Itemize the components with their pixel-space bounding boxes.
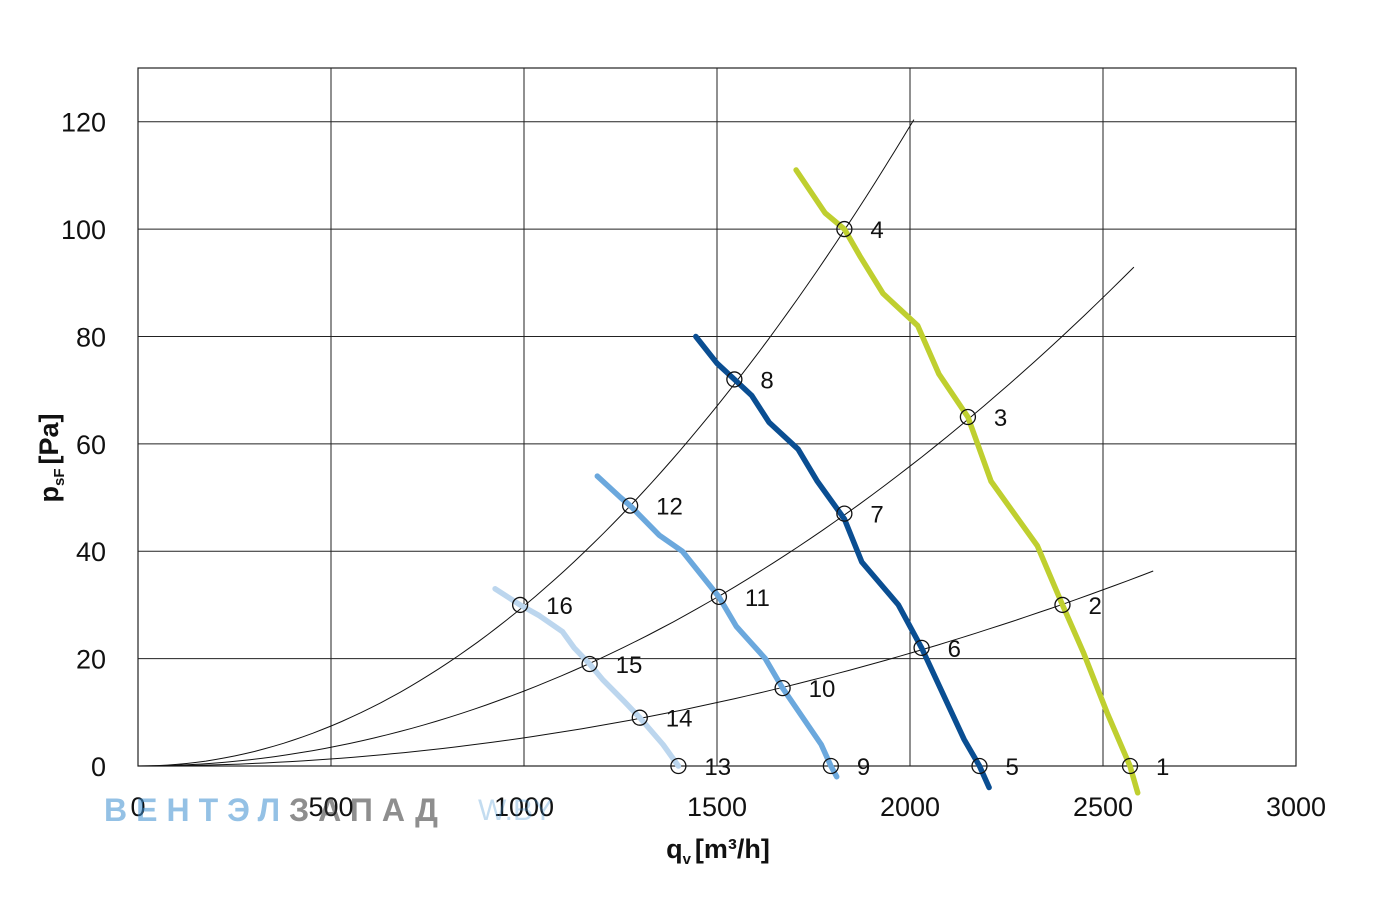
watermark-url: W.BY [478,794,554,827]
y-axis-title: psF[Pa] [34,413,68,502]
point-label-2: 2 [1088,593,1101,620]
point-label-7: 7 [870,502,883,529]
plot-border [137,67,1297,767]
point-marker-16 [511,596,529,614]
point-marker-3 [959,408,977,426]
point-label-4: 4 [870,217,883,244]
point-label-12: 12 [656,494,683,521]
point-marker-12 [622,497,639,514]
x-tick-label-500: 500 [308,792,353,822]
point-label-11: 11 [745,585,770,612]
y-tick-label-40: 40 [76,537,106,567]
point-marker-7 [836,505,853,522]
point-label-5: 5 [1005,754,1018,781]
x-tick-label-2500: 2500 [1073,792,1133,822]
y-tick-label-20: 20 [76,645,106,675]
x-axis-title: qv [m³/h] [666,834,770,868]
y-tick-label-100: 100 [61,215,106,245]
x-tick-label-2000: 2000 [880,792,940,822]
point-label-6: 6 [948,636,961,663]
system-curve-1 [137,119,915,767]
system-curves [137,119,1154,767]
point-label-15: 15 [616,652,643,679]
point-label-16: 16 [546,593,573,620]
point-marker-4 [836,220,853,238]
x-tick-labels: 0 500 1000 1500 2000 2500 3000 [130,792,1326,822]
point-marker-1 [1121,757,1139,775]
point-marker-11 [710,588,728,606]
point-marker-14 [631,709,648,726]
point-marker-8 [726,371,743,388]
point-label-14: 14 [666,706,693,733]
point-label-13: 13 [704,754,731,781]
system-curve-3 [138,570,1154,767]
y-tick-label-0: 0 [91,752,106,782]
point-marker-2 [1054,596,1071,614]
point-marker-9 [822,757,840,775]
fan-curve-1 [793,167,1141,796]
point-label-9: 9 [857,754,870,781]
point-marker-6 [913,639,930,657]
x-tick-label-1500: 1500 [687,792,747,822]
point-label-8: 8 [760,367,773,394]
y-tick-label-60: 60 [76,430,106,460]
point-marker-10 [774,679,791,697]
point-marker-5 [971,757,988,775]
point-label-1: 1 [1156,754,1169,781]
y-tick-label-80: 80 [76,322,106,352]
fan-curves [492,167,1141,796]
fan-curve-3 [594,473,840,780]
point-marker-13 [670,757,687,775]
x-tick-label-0: 0 [130,792,145,822]
grid [137,68,1297,767]
point-label-10: 10 [809,676,836,703]
fan-curve-2 [693,333,992,791]
y-tick-labels: 0 20 40 60 80 100 120 [61,108,106,782]
point-label-3: 3 [994,405,1007,432]
y-tick-label-120: 120 [61,108,106,138]
system-curve-2 [137,266,1135,767]
x-tick-label-3000: 3000 [1266,792,1326,822]
watermark-logo: ВЕНТЭЛЗАПАД [104,792,447,828]
plot-frame [137,67,1297,767]
x-tick-label-1000: 1000 [494,792,554,822]
fan-curve-4 [492,586,682,769]
point-marker-15 [581,655,598,673]
